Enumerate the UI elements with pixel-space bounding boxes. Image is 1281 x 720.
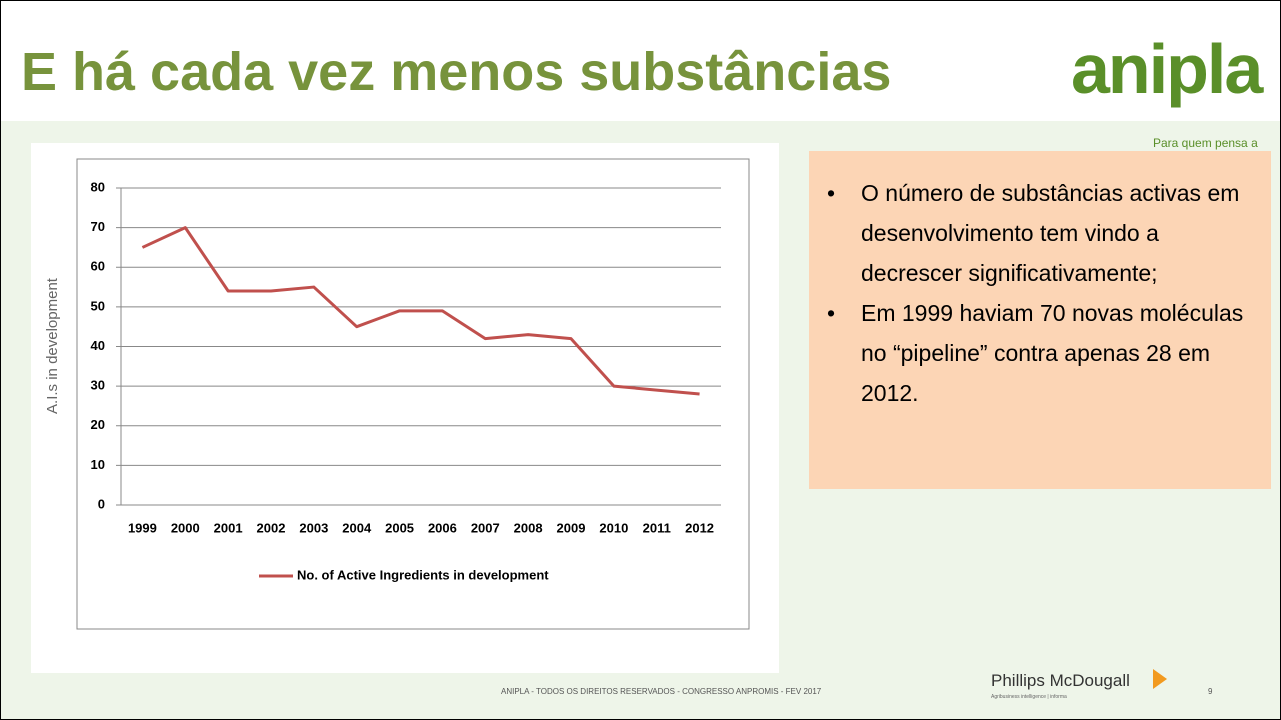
y-tick-label: 60 [91,259,105,274]
source-tagline: Agribusiness intelligence | informa [991,694,1067,700]
x-tick-label: 2012 [685,520,714,535]
y-tick-label: 80 [91,179,105,194]
y-tick-label: 70 [91,219,105,234]
legend-label: No. of Active Ingredients in development [297,567,549,582]
x-tick-label: 2008 [514,520,543,535]
x-tick-label: 2007 [471,520,500,535]
y-tick-label: 20 [91,417,105,432]
bullet: Em 1999 haviam 70 novas moléculas no “pi… [827,293,1255,413]
x-tick-label: 2005 [385,520,414,535]
slide-title: E há cada vez menos substâncias [21,42,892,102]
x-tick-label: 2000 [171,520,200,535]
y-tick-label: 0 [98,496,105,511]
x-tick-label: 2002 [257,520,286,535]
footer-text: ANIPLA - TODOS OS DIREITOS RESERVADOS - … [501,687,822,696]
x-tick-label: 2010 [599,520,628,535]
text-box: O número de substâncias activas em desen… [809,151,1271,489]
x-tick-label: 2001 [214,520,243,535]
x-tick-label: 2011 [643,520,671,535]
bullet: O número de substâncias activas em desen… [827,173,1255,293]
x-tick-label: 2003 [299,520,328,535]
y-axis-label: A.I.s in development [44,277,61,414]
page-number: 9 [1208,687,1213,696]
chart-background [31,143,779,673]
x-tick-label: 2006 [428,520,457,535]
y-tick-label: 40 [91,338,105,353]
source-icon [1153,669,1167,689]
y-tick-label: 30 [91,378,105,393]
source-logo: Phillips McDougall [991,671,1130,690]
y-tick-label: 10 [91,457,105,472]
data-line [141,226,700,396]
x-tick-label: 1999 [128,520,157,535]
y-tick-label: 50 [91,298,105,313]
chart-border [76,158,750,630]
x-tick-label: 2009 [557,520,586,535]
x-tick-label: 2004 [342,520,372,535]
logo: anipla [1071,30,1263,108]
